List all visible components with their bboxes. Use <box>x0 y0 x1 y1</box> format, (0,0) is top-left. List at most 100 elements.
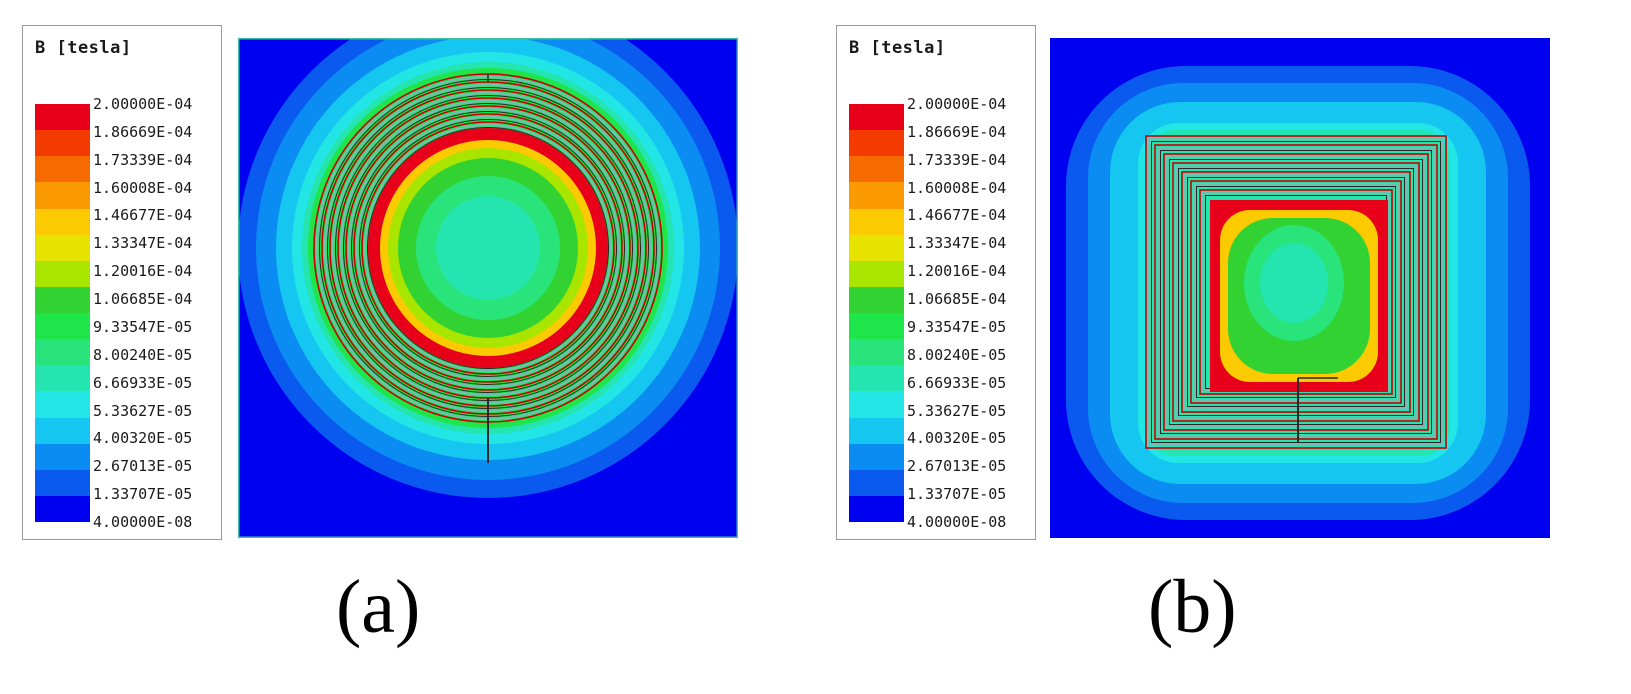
coil-turn <box>361 121 615 375</box>
legend-tick-label: 2.00000E-04 <box>907 95 1007 113</box>
color-swatch <box>849 495 904 522</box>
legend-tick-label: 1.33347E-04 <box>93 234 193 253</box>
color-swatch <box>849 339 904 366</box>
legend-tick-label: 1.73339E-04 <box>93 150 193 169</box>
legend-panel-a: B [tesla] 2.00000E-04 1.86669E-04 1.73339E… <box>22 25 222 540</box>
legend-ticks: 2.00000E-04 1.86669E-04 1.73339E-04 1.60008… <box>907 94 1032 536</box>
coil-gap <box>1165 155 1427 429</box>
caption-b: (b) <box>1148 565 1237 649</box>
legend-tick-label: 4.00320E-05 <box>93 429 193 448</box>
color-swatch <box>849 417 904 444</box>
legend-title: B [tesla] <box>35 38 132 58</box>
legend-tick-label: 9.33547E-05 <box>907 317 1007 336</box>
legend-tick-label: 6.66933E-05 <box>907 373 1007 392</box>
legend-panel-b: B [tesla] 2.00000E-04 1.86669E-04 1.73339E… <box>836 25 1036 540</box>
color-scale-bar <box>849 104 904 522</box>
coil-turn <box>1154 144 1438 440</box>
color-swatch <box>35 286 90 313</box>
legend-tick-label: 1.60008E-04 <box>93 178 193 197</box>
legend-tick-label: 4.00320E-05 <box>907 429 1007 448</box>
coil-edge <box>1178 168 1414 416</box>
color-swatch <box>35 104 90 131</box>
legend-tick-label: 1.73339E-04 <box>907 150 1007 169</box>
color-swatch <box>849 104 904 131</box>
coil-edge <box>367 127 609 369</box>
legend-tick-label: 1.46677E-04 <box>93 206 193 225</box>
coil-edge <box>1160 150 1432 434</box>
legend-tick-label: 4.00000E-08 <box>907 513 1007 531</box>
color-swatch <box>35 365 90 392</box>
legend-tick-label: 2.67013E-05 <box>907 457 1007 476</box>
coil-edge <box>1196 186 1396 398</box>
coil-turn <box>1172 162 1420 422</box>
color-swatch <box>849 313 904 340</box>
field-contour <box>436 196 540 300</box>
legend-tick-label: 4.00000E-08 <box>93 513 193 531</box>
color-swatch <box>35 182 90 209</box>
coil-turn <box>1190 180 1402 404</box>
field-plot-circular-coil <box>238 38 738 538</box>
coil-gap <box>339 99 637 397</box>
color-swatch <box>35 443 90 470</box>
color-swatch <box>35 495 90 522</box>
coil-gap <box>1147 137 1445 447</box>
legend-tick-label: 1.06685E-04 <box>907 290 1007 309</box>
coil-gap <box>363 123 613 373</box>
legend-tick-label: 1.20016E-04 <box>907 262 1007 281</box>
color-swatch <box>35 469 90 496</box>
color-scale-bar <box>35 104 90 522</box>
legend-tick-label: 1.46677E-04 <box>907 206 1007 225</box>
color-swatch <box>35 130 90 157</box>
coil-edge <box>351 111 625 385</box>
coil-turn <box>345 105 631 391</box>
color-swatch <box>35 208 90 235</box>
legend-tick-label: 1.33707E-05 <box>93 485 193 504</box>
field-contour <box>1260 243 1328 323</box>
coil-gap <box>347 107 629 389</box>
color-swatch <box>849 260 904 287</box>
coil-edge <box>1151 141 1441 443</box>
color-swatch <box>849 234 904 261</box>
legend-tick-label: 8.00240E-05 <box>907 345 1007 364</box>
color-swatch <box>849 130 904 157</box>
color-swatch <box>849 208 904 235</box>
color-swatch <box>849 156 904 183</box>
legend-tick-label: 1.86669E-04 <box>93 122 193 141</box>
caption-a: (a) <box>336 565 421 649</box>
color-swatch <box>35 156 90 183</box>
legend-tick-label: 1.60008E-04 <box>907 178 1007 197</box>
legend-tick-label: 6.66933E-05 <box>93 373 193 392</box>
coil-turn <box>1145 135 1447 449</box>
legend-tick-label: 1.33347E-04 <box>907 234 1007 253</box>
legend-tick-label: 2.00000E-04 <box>93 95 193 113</box>
color-swatch <box>35 417 90 444</box>
legend-tick-label: 5.33627E-05 <box>93 401 193 420</box>
coil-gap <box>1192 182 1400 402</box>
legend-tick-label: 9.33547E-05 <box>93 317 193 336</box>
field-plot-square-coil <box>1050 38 1550 538</box>
legend-tick-label: 2.67013E-05 <box>93 457 193 476</box>
color-swatch <box>849 365 904 392</box>
color-swatch <box>849 286 904 313</box>
legend-tick-label: 1.06685E-04 <box>93 290 193 309</box>
coil-edge <box>1187 177 1405 407</box>
color-swatch <box>849 391 904 418</box>
color-swatch <box>35 234 90 261</box>
coil-gap <box>355 115 621 381</box>
color-swatch <box>35 260 90 287</box>
coil-edge <box>1169 159 1423 425</box>
legend-tick-label: 5.33627E-05 <box>907 401 1007 420</box>
legend-tick-label: 1.20016E-04 <box>93 262 193 281</box>
legend-title: B [tesla] <box>849 38 946 58</box>
color-swatch <box>35 313 90 340</box>
coil-turn <box>1199 189 1393 395</box>
coil-turn <box>1163 153 1429 431</box>
plot-frame <box>238 38 738 538</box>
coil-edge <box>359 119 617 377</box>
coil-gap <box>1183 173 1409 411</box>
color-swatch <box>35 391 90 418</box>
color-swatch <box>849 182 904 209</box>
coil-turn <box>353 113 623 383</box>
legend-ticks: 2.00000E-04 1.86669E-04 1.73339E-04 1.60008… <box>93 94 218 536</box>
color-swatch <box>849 443 904 470</box>
